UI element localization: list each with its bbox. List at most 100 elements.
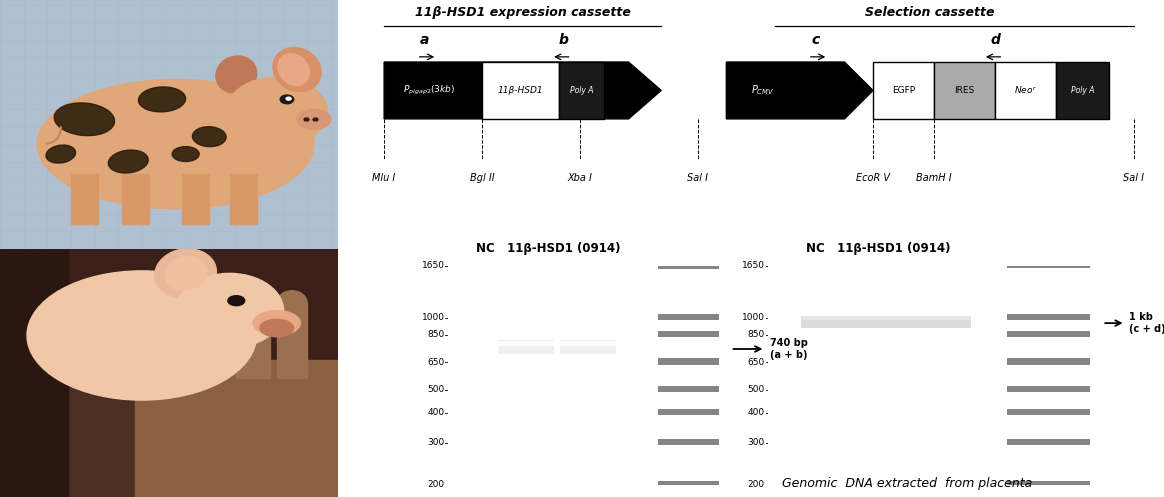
Text: c: c [811,33,821,47]
Text: 300: 300 [427,438,445,447]
Text: $Neo^r$: $Neo^r$ [1014,84,1037,96]
Text: Mlu I: Mlu I [372,173,396,183]
Bar [658,262,719,268]
Text: 400: 400 [747,408,765,417]
Bar [498,340,554,354]
Text: 850: 850 [747,330,765,339]
Text: 1000: 1000 [741,313,765,322]
Bar [801,316,858,328]
Bar [1057,62,1109,119]
FancyArrow shape [726,62,873,119]
Bar [914,316,971,328]
Ellipse shape [228,296,244,306]
Ellipse shape [281,95,293,104]
Ellipse shape [172,147,199,162]
Text: Sal I: Sal I [687,173,709,183]
Text: Selection cassette: Selection cassette [865,6,995,19]
Text: d: d [991,33,1000,47]
Text: 200: 200 [747,480,765,489]
Text: Genomic  DNA extracted  from placenta: Genomic DNA extracted from placenta [782,477,1032,490]
Text: 500: 500 [747,385,765,394]
Text: Poly A: Poly A [570,86,594,95]
Text: a: a [420,33,430,47]
Bar [1007,439,1090,445]
Bar [658,386,719,392]
Bar [1007,409,1090,415]
Ellipse shape [45,145,76,163]
Text: $\mathit{P}_{CMV}$: $\mathit{P}_{CMV}$ [751,83,775,97]
Bar [1007,314,1090,320]
Ellipse shape [277,291,307,316]
Text: Xba I: Xba I [567,173,592,183]
Text: 650: 650 [427,358,445,367]
Ellipse shape [165,256,206,290]
Text: 300: 300 [747,438,765,447]
Bar [0,248,68,497]
Text: EcoR V: EcoR V [856,173,890,183]
Text: b: b [559,33,568,47]
Ellipse shape [215,56,257,93]
Text: NC   11β-HSD1 (0914): NC 11β-HSD1 (0914) [476,243,620,255]
Bar [236,303,270,378]
Ellipse shape [226,77,327,147]
Text: EGFP: EGFP [892,86,915,95]
Bar [1007,262,1090,268]
Ellipse shape [37,80,314,209]
Bar [121,174,149,224]
Bar [498,341,554,346]
Text: 200: 200 [427,480,445,489]
Text: $\mathit{P}_{pigap2}(3kb)$: $\mathit{P}_{pigap2}(3kb)$ [403,84,455,97]
Text: BamH I: BamH I [916,173,952,183]
Bar [934,62,995,119]
Bar [873,62,934,119]
Text: 740 bp
(a + b): 740 bp (a + b) [769,338,808,360]
Text: Sal I: Sal I [1123,173,1144,183]
Text: 1650: 1650 [421,261,445,270]
Ellipse shape [0,335,219,497]
Bar [914,316,971,320]
Bar [135,360,338,497]
Text: NC   11β-HSD1 (0914): NC 11β-HSD1 (0914) [805,243,950,255]
Ellipse shape [272,48,321,91]
Text: 11β-HSD1: 11β-HSD1 [498,86,544,95]
Text: Bgl II: Bgl II [469,173,495,183]
Ellipse shape [278,54,310,85]
Ellipse shape [236,291,270,316]
Bar [658,409,719,415]
Text: 500: 500 [427,385,445,394]
Bar [192,303,226,378]
Ellipse shape [151,291,186,316]
Ellipse shape [108,150,148,173]
Bar [277,303,307,378]
Text: 850: 850 [427,330,445,339]
Bar [559,62,604,119]
Bar [151,303,186,378]
Bar [658,358,719,365]
Ellipse shape [176,273,284,348]
Bar [1007,358,1090,365]
Bar [560,340,616,354]
Bar [1007,386,1090,392]
Ellipse shape [254,311,300,335]
Bar [1007,331,1090,337]
Text: Poly A: Poly A [1071,86,1094,95]
Bar [858,316,914,320]
Ellipse shape [192,127,226,147]
Text: 650: 650 [747,358,765,367]
Text: 1 kb
(c + d): 1 kb (c + d) [1129,312,1164,334]
Bar [658,481,719,487]
Text: 11β-HSD1 expression cassette: 11β-HSD1 expression cassette [414,6,631,19]
Ellipse shape [192,291,226,316]
Bar [801,316,858,320]
Ellipse shape [286,97,291,100]
Text: 1650: 1650 [741,261,765,270]
Text: IRES: IRES [954,86,974,95]
Bar [482,62,559,119]
Ellipse shape [155,249,217,298]
Ellipse shape [27,271,256,400]
Text: 1000: 1000 [421,313,445,322]
Ellipse shape [55,103,114,136]
Bar [1007,481,1090,487]
Bar [658,439,719,445]
Ellipse shape [139,87,185,112]
